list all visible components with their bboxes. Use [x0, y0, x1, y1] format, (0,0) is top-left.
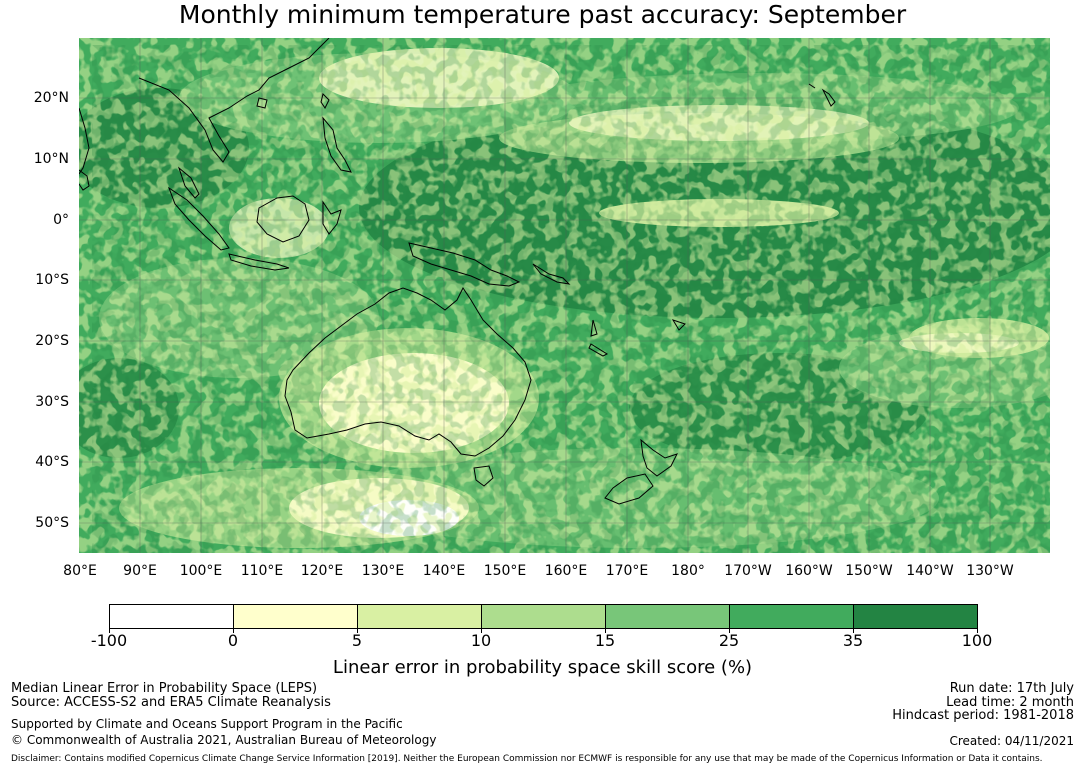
hindcast-text: Hindcast period: 1981-2018: [892, 708, 1074, 723]
colorbar-tick: [109, 628, 110, 633]
coastlines: [79, 38, 836, 505]
coast-taiwan: [320, 93, 330, 109]
colorbar-tick-label: 100: [961, 631, 993, 650]
colorbar-segment: [481, 605, 605, 628]
gridlines: [79, 38, 1050, 553]
colorbar-tick: [977, 628, 978, 633]
coast-sri-lanka: [79, 169, 90, 191]
latitude-label: 10°N: [33, 151, 69, 167]
coast-australia: [284, 287, 532, 457]
coast-hainan: [256, 97, 268, 109]
support-text: Supported by Climate and Oceans Support …: [11, 717, 403, 731]
colorbar-tick-label: 35: [842, 631, 864, 650]
coast-tasmania: [473, 465, 494, 487]
colorbar-tick-label: 15: [594, 631, 616, 650]
coast-fiji: [671, 319, 686, 331]
coast-hawaii: [808, 83, 836, 107]
longitude-label: 160°E: [544, 563, 588, 579]
latitude-label: 10°S: [35, 272, 69, 288]
coast-philippines: [322, 116, 352, 173]
longitude-label: 120°E: [300, 563, 344, 579]
colorbar-segment: [605, 605, 729, 628]
coast-new-caledonia: [588, 343, 609, 357]
longitude-label: 140°E: [422, 563, 466, 579]
longitude-label: 100°E: [179, 563, 223, 579]
coast-sumatra: [167, 186, 230, 251]
colorbar-title: Linear error in probability space skill …: [332, 657, 753, 678]
coast-vanuatu: [590, 319, 598, 337]
disclaimer-text: Disclaimer: Contains modified Copernicus…: [11, 754, 1043, 764]
longitude-label: 110°E: [240, 563, 284, 579]
latitude-label: 30°S: [35, 394, 69, 410]
colorbar-tick: [233, 628, 234, 633]
run-date-text: Run date: 17th July: [949, 681, 1074, 696]
colorbar-segment: [729, 605, 853, 628]
coast-java: [228, 253, 290, 271]
created-text: Created: 04/11/2021: [949, 734, 1074, 748]
colorbar-tick-label: 0: [227, 631, 239, 650]
longitude-label: 150°W: [845, 563, 893, 579]
copyright-text: © Commonwealth of Australia 2021, Austra…: [11, 733, 437, 747]
colorbar-tick-label: 25: [718, 631, 740, 650]
longitude-label: 180°: [671, 563, 705, 579]
texture-dark: [92, 45, 1050, 553]
longitude-label: 140°W: [906, 563, 954, 579]
latitude-label: 50°S: [35, 515, 69, 531]
coast-borneo: [256, 195, 310, 243]
longitude-label: 130°E: [361, 563, 405, 579]
colorbar-segment: [357, 605, 481, 628]
skill-map: [79, 38, 1050, 553]
latitude-label: 20°S: [35, 333, 69, 349]
latitude-label: 40°S: [35, 454, 69, 470]
latitude-label: 0°: [53, 212, 69, 228]
longitude-label: 170°W: [724, 563, 772, 579]
coast-sulawesi: [322, 200, 342, 235]
coast-india: [79, 107, 90, 175]
colorbar-segment: [233, 605, 357, 628]
longitude-label: 80°E: [63, 563, 97, 579]
colorbar-tick: [605, 628, 606, 633]
colorbar-tick-label: 10: [470, 631, 492, 650]
lead-time-text: Lead time: 2 month: [946, 695, 1074, 710]
source-text: Source: ACCESS-S2 and ERA5 Climate Reana…: [11, 695, 331, 710]
colorbar-tick-label: 5: [351, 631, 363, 650]
colorbar-tick: [357, 628, 358, 633]
longitude-label: 150°E: [483, 563, 527, 579]
colorbar-tick-label: -100: [90, 631, 128, 650]
longitude-label: 130°W: [966, 563, 1014, 579]
coast-solomons: [532, 263, 571, 285]
colorbar-tick: [729, 628, 730, 633]
coast-nz-south: [604, 473, 654, 505]
colorbar-tick: [481, 628, 482, 633]
method-text: Median Linear Error in Probability Space…: [11, 681, 318, 696]
colorbar: [109, 604, 978, 629]
longitude-label: 90°E: [123, 563, 157, 579]
coast-nz-north: [640, 438, 678, 477]
coast-indochina: [138, 38, 330, 163]
colorbar-tick: [853, 628, 854, 633]
colorbar-segment: [110, 605, 233, 628]
latitude-label: 20°N: [33, 90, 69, 106]
map-title: Monthly minimum temperature past accurac…: [178, 0, 907, 29]
coast-new-guinea: [408, 242, 521, 287]
coast-malay: [177, 166, 200, 199]
longitude-label: 170°E: [605, 563, 649, 579]
longitude-label: 160°W: [785, 563, 833, 579]
colorbar-segment: [853, 605, 977, 628]
